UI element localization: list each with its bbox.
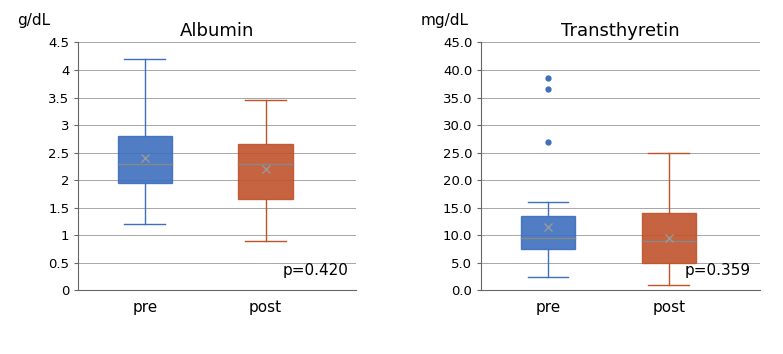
Text: p=0.359: p=0.359 [685,263,751,278]
Text: mg/dL: mg/dL [420,13,468,28]
Bar [521,216,576,249]
Title: Transthyretin: Transthyretin [561,22,680,40]
Bar [239,144,293,199]
Title: Albumin: Albumin [180,22,254,40]
Bar [641,213,696,263]
Text: g/dL: g/dL [17,13,50,28]
Bar [117,136,172,183]
Text: p=0.420: p=0.420 [282,263,348,278]
